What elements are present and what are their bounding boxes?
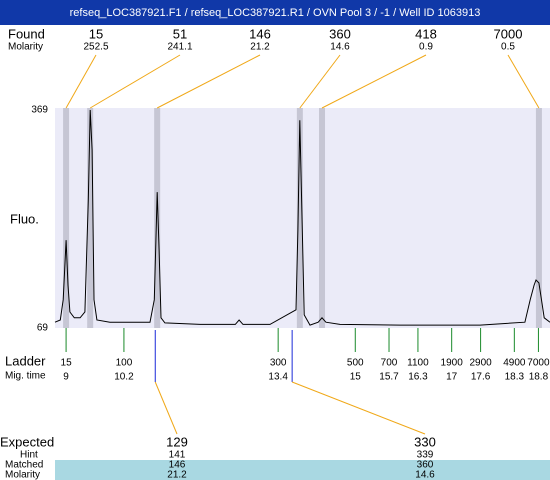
mig-time-label: Mig. time xyxy=(5,371,46,382)
peak-leader xyxy=(299,54,341,109)
found-molarity: 241.1 xyxy=(167,42,192,53)
peak-band xyxy=(319,108,326,328)
ladder-mig-time: 17.6 xyxy=(471,372,491,383)
matched-size: 146 xyxy=(169,460,186,471)
trace xyxy=(54,109,550,326)
hint-label: Hint xyxy=(20,450,38,461)
peak-band xyxy=(87,108,94,328)
title-bar xyxy=(0,0,550,25)
found-molarity: 0.5 xyxy=(501,42,515,53)
peak-leader xyxy=(156,54,261,109)
peak-leader xyxy=(89,54,181,109)
expected-leader xyxy=(154,381,178,435)
found-molarity: 21.2 xyxy=(250,42,270,53)
found-size: 360 xyxy=(329,26,351,41)
ladder-size: 1900 xyxy=(441,358,464,369)
peak-leader xyxy=(507,54,540,109)
found-size: 7000 xyxy=(494,26,523,41)
found-size: 146 xyxy=(249,26,271,41)
found-molarity-label: Molarity xyxy=(8,42,43,53)
expected-molarity: 21.2 xyxy=(167,470,187,480)
expected-molarity-label: Molarity xyxy=(5,470,40,480)
ladder-mig-time: 13.4 xyxy=(268,372,288,383)
peak-band xyxy=(535,108,542,328)
ladder-mig-time: 16.3 xyxy=(408,372,428,383)
peak-band xyxy=(296,108,303,328)
ladder-mig-time: 17 xyxy=(446,372,458,383)
matched-label: Matched xyxy=(5,460,43,471)
ladder-size: 300 xyxy=(270,358,287,369)
peak-leader xyxy=(65,54,97,109)
ladder-mig-time: 9 xyxy=(63,372,69,383)
ladder-size: 15 xyxy=(61,358,73,369)
hint-size: 339 xyxy=(417,450,434,461)
ladder-size: 4900 xyxy=(503,358,526,369)
expected-molarity: 14.6 xyxy=(415,470,435,480)
found-molarity: 14.6 xyxy=(330,42,350,53)
ladder-mig-time: 10.2 xyxy=(114,372,134,383)
expected-leader xyxy=(291,381,426,435)
matched-band xyxy=(55,460,550,480)
ladder-mig-time: 15 xyxy=(350,372,362,383)
hint-size: 141 xyxy=(169,450,186,461)
expected-size: 129 xyxy=(166,434,188,449)
ladder-mig-time: 15.7 xyxy=(379,372,399,383)
y-tick-label: 69 xyxy=(37,323,49,334)
ladder-size: 2900 xyxy=(469,358,492,369)
ladder-size: 7000 xyxy=(527,358,550,369)
found-size: 15 xyxy=(89,26,103,41)
ladder-mig-time: 18.3 xyxy=(505,372,525,383)
ladder-size: 500 xyxy=(347,358,364,369)
expected-label: Expected xyxy=(0,434,54,449)
title: refseq_LOC387921.F1 / refseq_LOC387921.R… xyxy=(70,7,481,19)
y-tick-label: 369 xyxy=(31,105,48,116)
found-size: 418 xyxy=(415,26,437,41)
ladder-mig-time: 18.8 xyxy=(529,372,549,383)
peak-band xyxy=(154,108,161,328)
matched-size: 360 xyxy=(417,460,434,471)
peak-band xyxy=(63,108,70,328)
found-size: 51 xyxy=(173,26,187,41)
found-label: Found xyxy=(8,26,45,41)
ladder-label: Ladder xyxy=(5,353,46,368)
ladder-size: 700 xyxy=(381,358,398,369)
found-molarity: 252.5 xyxy=(83,42,108,53)
ladder-size: 100 xyxy=(116,358,133,369)
ladder-size: 1100 xyxy=(407,358,429,369)
y-axis-label: Fluo. xyxy=(10,211,39,226)
peak-leader xyxy=(321,54,427,109)
found-molarity: 0.9 xyxy=(419,42,433,53)
expected-size: 330 xyxy=(414,434,436,449)
